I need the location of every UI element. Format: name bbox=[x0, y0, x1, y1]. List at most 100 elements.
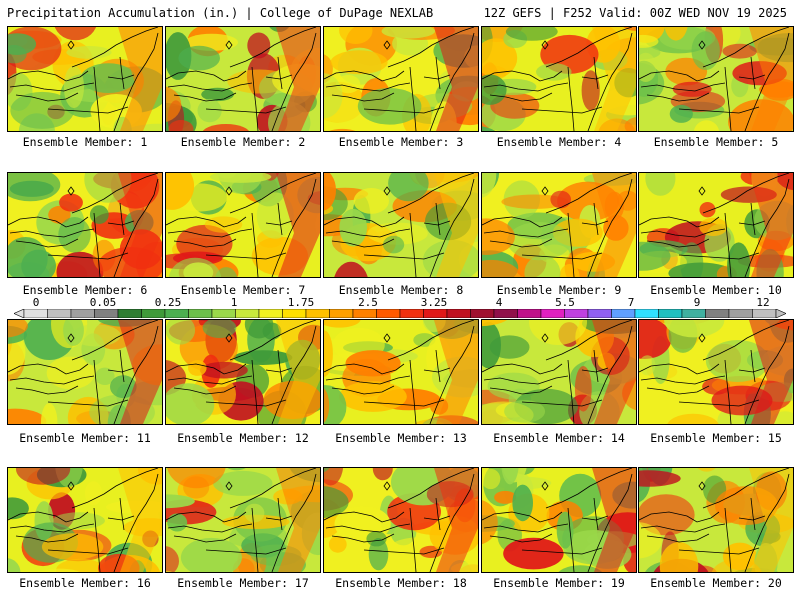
ensemble-member-label: Ensemble Member: 4 bbox=[496, 135, 622, 149]
colorbar-swatch bbox=[517, 309, 542, 318]
precip-map bbox=[8, 320, 162, 424]
ensemble-map-panel bbox=[323, 467, 479, 573]
ensemble-member-label: Ensemble Member: 5 bbox=[653, 135, 779, 149]
run-valid-time: 12Z GEFS | F252 Valid: 00Z WED NOV 19 20… bbox=[483, 6, 787, 20]
ensemble-member-label: Ensemble Member: 14 bbox=[493, 431, 625, 445]
precip-map bbox=[8, 468, 162, 572]
ensemble-member-label: Ensemble Member: 18 bbox=[335, 576, 467, 590]
colorbar-swatch bbox=[235, 309, 260, 318]
precip-map bbox=[482, 320, 636, 424]
colorbar-swatch bbox=[282, 309, 307, 318]
colorbar-swatch bbox=[70, 309, 95, 318]
ensemble-map-panel bbox=[165, 319, 321, 425]
colorbar-swatch bbox=[329, 309, 354, 318]
colorbar-tick-label: 0.05 bbox=[89, 296, 117, 309]
ensemble-map-panel bbox=[323, 319, 479, 425]
precip-map bbox=[639, 320, 793, 424]
colorbar-tick-label: 2.5 bbox=[358, 296, 378, 309]
colorbar-tick-label: 1.75 bbox=[287, 296, 315, 309]
colorbar-tick-label: 9 bbox=[693, 296, 701, 309]
precip-map bbox=[482, 27, 636, 131]
colorbar-swatch bbox=[94, 309, 119, 318]
ensemble-map-panel bbox=[165, 467, 321, 573]
colorbar-swatch bbox=[305, 309, 330, 318]
precip-map bbox=[482, 173, 636, 277]
colorbar bbox=[14, 309, 786, 318]
ensemble-map-panel bbox=[481, 467, 637, 573]
colorbar-right-arrow bbox=[775, 309, 786, 318]
ensemble-map-panel bbox=[638, 467, 794, 573]
colorbar-swatch bbox=[658, 309, 683, 318]
ensemble-member-label: Ensemble Member: 11 bbox=[19, 431, 151, 445]
ensemble-map-panel bbox=[481, 26, 637, 132]
colorbar-tick-label: 5.5 bbox=[555, 296, 575, 309]
colorbar-swatch bbox=[47, 309, 72, 318]
colorbar-swatch bbox=[752, 309, 777, 318]
precip-map bbox=[166, 27, 320, 131]
ensemble-map-panel bbox=[323, 172, 479, 278]
ensemble-member-label: Ensemble Member: 2 bbox=[180, 135, 306, 149]
colorbar-tick-label: 12 bbox=[756, 296, 770, 309]
colorbar-swatch bbox=[540, 309, 565, 318]
colorbar-swatch bbox=[587, 309, 612, 318]
ensemble-member-label: Ensemble Member: 6 bbox=[22, 283, 148, 297]
colorbar-swatch bbox=[188, 309, 213, 318]
colorbar-left-arrow bbox=[14, 309, 25, 318]
colorbar-swatch bbox=[728, 309, 753, 318]
ensemble-member-label: Ensemble Member: 19 bbox=[493, 576, 625, 590]
chart-title: Precipitation Accumulation (in.) | Colle… bbox=[7, 6, 434, 20]
ensemble-map-panel bbox=[481, 172, 637, 278]
precip-map bbox=[482, 468, 636, 572]
colorbar-swatch bbox=[634, 309, 659, 318]
precip-map bbox=[8, 27, 162, 131]
colorbar-swatch bbox=[705, 309, 730, 318]
ensemble-member-label: Ensemble Member: 20 bbox=[650, 576, 782, 590]
precip-map bbox=[639, 173, 793, 277]
colorbar-swatch bbox=[211, 309, 236, 318]
precip-map bbox=[639, 468, 793, 572]
colorbar-swatch bbox=[141, 309, 166, 318]
colorbar-swatch bbox=[164, 309, 189, 318]
ensemble-member-label: Ensemble Member: 15 bbox=[650, 431, 782, 445]
colorbar-tick-label: 3.25 bbox=[420, 296, 448, 309]
ensemble-member-label: Ensemble Member: 8 bbox=[338, 283, 464, 297]
colorbar-swatch bbox=[611, 309, 636, 318]
colorbar-swatch bbox=[446, 309, 471, 318]
precip-map bbox=[324, 173, 478, 277]
colorbar-swatch bbox=[564, 309, 589, 318]
precip-map bbox=[639, 27, 793, 131]
ensemble-member-label: Ensemble Member: 1 bbox=[22, 135, 148, 149]
ensemble-map-panel bbox=[638, 172, 794, 278]
colorbar-tick-label: 0.25 bbox=[154, 296, 182, 309]
colorbar-swatch bbox=[470, 309, 495, 318]
colorbar-swatch bbox=[117, 309, 142, 318]
ensemble-map-panel bbox=[638, 26, 794, 132]
colorbar-tick-label: 4 bbox=[495, 296, 503, 309]
precip-map bbox=[166, 320, 320, 424]
colorbar-swatch bbox=[493, 309, 518, 318]
ensemble-map-panel bbox=[7, 467, 163, 573]
ensemble-map-panel bbox=[7, 172, 163, 278]
ensemble-member-label: Ensemble Member: 9 bbox=[496, 283, 622, 297]
ensemble-map-panel bbox=[323, 26, 479, 132]
precip-map bbox=[324, 27, 478, 131]
colorbar-tick-label: 0 bbox=[32, 296, 40, 309]
ensemble-member-label: Ensemble Member: 10 bbox=[650, 283, 782, 297]
ensemble-map-panel bbox=[165, 172, 321, 278]
precip-map bbox=[166, 468, 320, 572]
ensemble-member-label: Ensemble Member: 12 bbox=[177, 431, 309, 445]
ensemble-map-panel bbox=[481, 319, 637, 425]
colorbar-swatch bbox=[423, 309, 448, 318]
ensemble-member-label: Ensemble Member: 3 bbox=[338, 135, 464, 149]
colorbar-swatch bbox=[681, 309, 706, 318]
colorbar-swatch bbox=[376, 309, 401, 318]
colorbar-swatch bbox=[399, 309, 424, 318]
ensemble-map-panel bbox=[7, 26, 163, 132]
ensemble-member-label: Ensemble Member: 7 bbox=[180, 283, 306, 297]
ensemble-map-panel bbox=[638, 319, 794, 425]
ensemble-map-panel bbox=[165, 26, 321, 132]
ensemble-member-label: Ensemble Member: 16 bbox=[19, 576, 151, 590]
precip-map bbox=[324, 320, 478, 424]
colorbar-swatch bbox=[23, 309, 48, 318]
ensemble-member-label: Ensemble Member: 17 bbox=[177, 576, 309, 590]
